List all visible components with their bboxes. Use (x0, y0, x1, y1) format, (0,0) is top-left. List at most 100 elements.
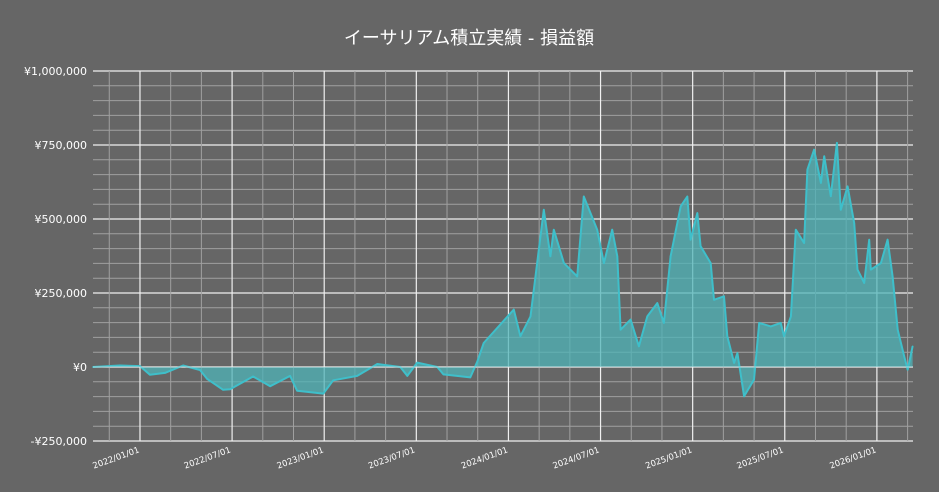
data-point (853, 222, 856, 224)
y-tick-label: ¥500,000 (35, 213, 88, 226)
data-point (823, 155, 826, 158)
data-point (576, 275, 578, 278)
data-point (476, 360, 479, 362)
data-point (713, 299, 715, 301)
data-point (886, 238, 889, 241)
series-fill (93, 142, 913, 397)
data-point (118, 364, 121, 367)
data-point (296, 389, 298, 392)
data-point (229, 388, 231, 391)
x-tick-label: 2022/07/01 (183, 445, 232, 471)
data-point (896, 328, 899, 331)
y-tick-label: ¥0 (73, 361, 87, 374)
data-point (416, 361, 419, 364)
data-point (758, 322, 760, 324)
x-tick-label: 2026/01/01 (828, 445, 877, 471)
data-point (512, 308, 515, 311)
data-point (709, 262, 712, 264)
y-tick-label: ¥750,000 (35, 139, 88, 152)
data-point (726, 335, 729, 338)
data-point (549, 255, 552, 258)
data-point (482, 342, 485, 344)
data-point (406, 375, 409, 377)
data-point (638, 345, 640, 348)
data-point (322, 392, 325, 395)
data-point (222, 388, 224, 391)
data-point (669, 255, 672, 258)
data-point (656, 302, 659, 304)
data-point (743, 395, 745, 398)
x-tick-label: 2022/01/01 (92, 445, 141, 471)
data-point (376, 363, 379, 365)
data-point (783, 335, 785, 338)
y-tick-label: -¥250,000 (31, 435, 87, 448)
data-point (686, 195, 689, 198)
data-point (442, 373, 445, 376)
x-tick-label: 2024/07/01 (552, 445, 601, 471)
data-point (629, 318, 632, 321)
data-point (906, 368, 909, 371)
data-point (733, 362, 735, 364)
data-point (199, 369, 201, 371)
data-point (469, 376, 472, 379)
data-point (846, 185, 849, 188)
x-tick-label: 2025/07/01 (736, 445, 785, 471)
data-point (269, 385, 272, 388)
x-axis: 2022/01/01 2022/07/01 2023/01/01 2023/07/01… (92, 445, 878, 471)
data-point (795, 228, 797, 231)
data-point (769, 325, 772, 328)
x-tick-label: 2023/01/01 (276, 445, 325, 471)
data-point (806, 168, 809, 171)
data-point (519, 335, 522, 338)
data-point (870, 268, 872, 271)
data-point (611, 228, 613, 231)
y-tick-label: ¥1,000,000 (24, 65, 87, 78)
data-point (182, 364, 184, 367)
data-point (753, 378, 755, 381)
data-point (596, 228, 599, 231)
series-line (92, 141, 914, 398)
data-point (663, 322, 665, 324)
data-point (356, 375, 358, 377)
data-point (911, 345, 914, 348)
data-point (332, 379, 335, 382)
data-point (779, 322, 782, 324)
series-area (92, 141, 914, 398)
data-point (839, 209, 842, 211)
data-point (891, 275, 894, 278)
data-point (723, 295, 725, 298)
data-point (820, 182, 822, 184)
data-point (543, 209, 545, 211)
x-tick-label: 2024/01/01 (460, 445, 509, 471)
data-point (790, 315, 792, 318)
y-axis: ¥1,000,000 ¥750,000 ¥500,000 ¥250,000 ¥0 -¥25… (24, 65, 87, 448)
data-point (582, 195, 585, 198)
data-point (699, 245, 702, 248)
data-point (164, 372, 166, 374)
data-point (696, 212, 699, 214)
data-point (529, 315, 532, 318)
data-point (619, 328, 622, 331)
data-point (206, 378, 208, 380)
data-point (830, 195, 832, 198)
data-point (856, 268, 859, 271)
data-point (289, 375, 291, 377)
data-point (813, 148, 815, 151)
data-point (868, 238, 870, 241)
data-point (616, 255, 619, 258)
x-tick-label: 2023/07/01 (367, 445, 416, 471)
data-point (836, 142, 838, 144)
data-point (736, 352, 739, 354)
data-point (646, 315, 649, 318)
data-point (252, 375, 254, 378)
data-point (563, 262, 565, 264)
data-point (552, 228, 555, 231)
data-point (149, 373, 151, 376)
data-point (679, 205, 682, 208)
chart-title: イーサリアム積立実績 - 損益額 (344, 28, 594, 49)
data-point (803, 242, 805, 244)
data-point (603, 262, 605, 264)
x-tick-label: 2025/01/01 (644, 445, 693, 471)
data-point (880, 262, 882, 264)
data-point (863, 282, 865, 284)
